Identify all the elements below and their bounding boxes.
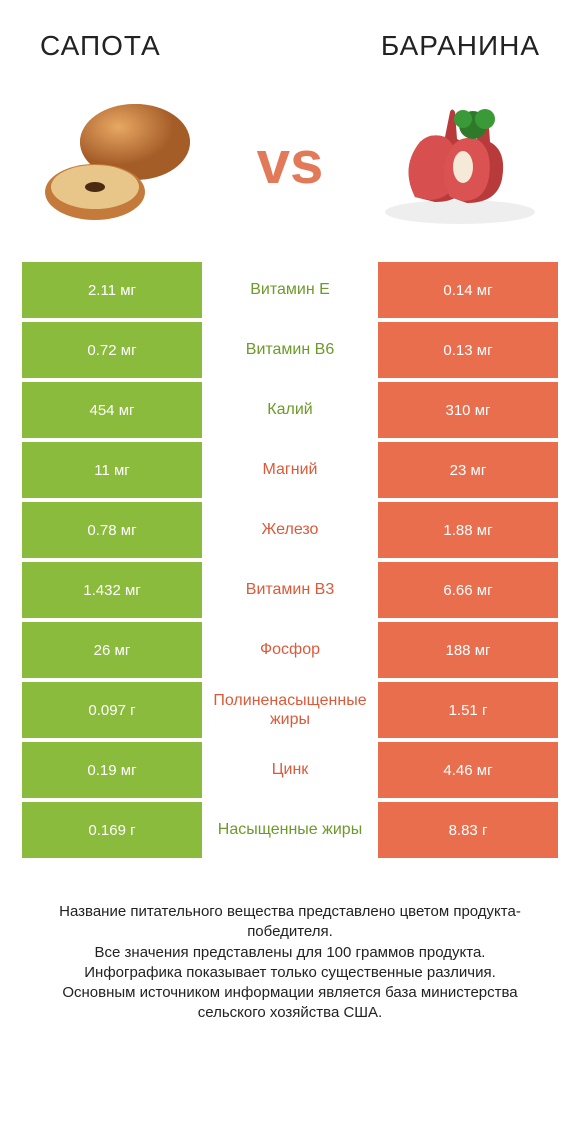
right-value-cell: 8.83 г bbox=[378, 802, 558, 858]
nutrient-label: Витамин B6 bbox=[202, 322, 378, 378]
footer-line-2: Все значения представлены для 100 граммо… bbox=[30, 943, 550, 963]
left-value-cell: 0.169 г bbox=[22, 802, 202, 858]
footer-text: Название питательного вещества представл… bbox=[0, 862, 580, 1024]
left-product-image bbox=[30, 92, 210, 232]
nutrient-row: 1.432 мгВитамин B36.66 мг bbox=[22, 562, 558, 618]
nutrient-label: Фосфор bbox=[202, 622, 378, 678]
nutrient-table: 2.11 мгВитамин E0.14 мг0.72 мгВитамин B6… bbox=[0, 262, 580, 858]
left-value-cell: 26 мг bbox=[22, 622, 202, 678]
right-product-image bbox=[370, 92, 550, 232]
right-value-cell: 4.46 мг bbox=[378, 742, 558, 798]
nutrient-label: Витамин B3 bbox=[202, 562, 378, 618]
right-value-cell: 1.51 г bbox=[378, 682, 558, 738]
images-row: vs bbox=[0, 72, 580, 262]
right-value-cell: 23 мг bbox=[378, 442, 558, 498]
left-value-cell: 0.78 мг bbox=[22, 502, 202, 558]
nutrient-label: Железо bbox=[202, 502, 378, 558]
vs-label: vs bbox=[257, 128, 324, 197]
nutrient-label: Витамин E bbox=[202, 262, 378, 318]
nutrient-row: 0.78 мгЖелезо1.88 мг bbox=[22, 502, 558, 558]
left-value-cell: 0.19 мг bbox=[22, 742, 202, 798]
nutrient-label: Калий bbox=[202, 382, 378, 438]
footer-line-3: Инфографика показывает только существенн… bbox=[30, 963, 550, 983]
footer-line-4: Основным источником информации является … bbox=[30, 983, 550, 1024]
header-row: САПОТА БАРАНИНА bbox=[0, 0, 580, 72]
left-product-title: САПОТА bbox=[40, 30, 161, 62]
left-value-cell: 0.72 мг bbox=[22, 322, 202, 378]
left-value-cell: 454 мг bbox=[22, 382, 202, 438]
left-value-cell: 11 мг bbox=[22, 442, 202, 498]
right-value-cell: 0.13 мг bbox=[378, 322, 558, 378]
nutrient-label: Насыщенные жиры bbox=[202, 802, 378, 858]
right-value-cell: 188 мг bbox=[378, 622, 558, 678]
left-value-cell: 1.432 мг bbox=[22, 562, 202, 618]
nutrient-row: 0.169 гНасыщенные жиры8.83 г bbox=[22, 802, 558, 858]
nutrient-row: 0.72 мгВитамин B60.13 мг bbox=[22, 322, 558, 378]
right-value-cell: 6.66 мг bbox=[378, 562, 558, 618]
nutrient-row: 454 мгКалий310 мг bbox=[22, 382, 558, 438]
right-value-cell: 310 мг bbox=[378, 382, 558, 438]
lamb-icon bbox=[375, 97, 545, 227]
nutrient-row: 0.097 гПолиненасыщенные жиры1.51 г bbox=[22, 682, 558, 738]
nutrient-label: Полиненасыщенные жиры bbox=[202, 682, 378, 738]
footer-line-1: Название питательного вещества представл… bbox=[30, 902, 550, 943]
nutrient-row: 11 мгМагний23 мг bbox=[22, 442, 558, 498]
sapota-icon bbox=[35, 97, 205, 227]
nutrient-row: 0.19 мгЦинк4.46 мг bbox=[22, 742, 558, 798]
right-product-title: БАРАНИНА bbox=[381, 30, 540, 62]
left-value-cell: 2.11 мг bbox=[22, 262, 202, 318]
left-value-cell: 0.097 г bbox=[22, 682, 202, 738]
nutrient-label: Цинк bbox=[202, 742, 378, 798]
nutrient-row: 2.11 мгВитамин E0.14 мг bbox=[22, 262, 558, 318]
right-value-cell: 0.14 мг bbox=[378, 262, 558, 318]
nutrient-row: 26 мгФосфор188 мг bbox=[22, 622, 558, 678]
right-value-cell: 1.88 мг bbox=[378, 502, 558, 558]
nutrient-label: Магний bbox=[202, 442, 378, 498]
